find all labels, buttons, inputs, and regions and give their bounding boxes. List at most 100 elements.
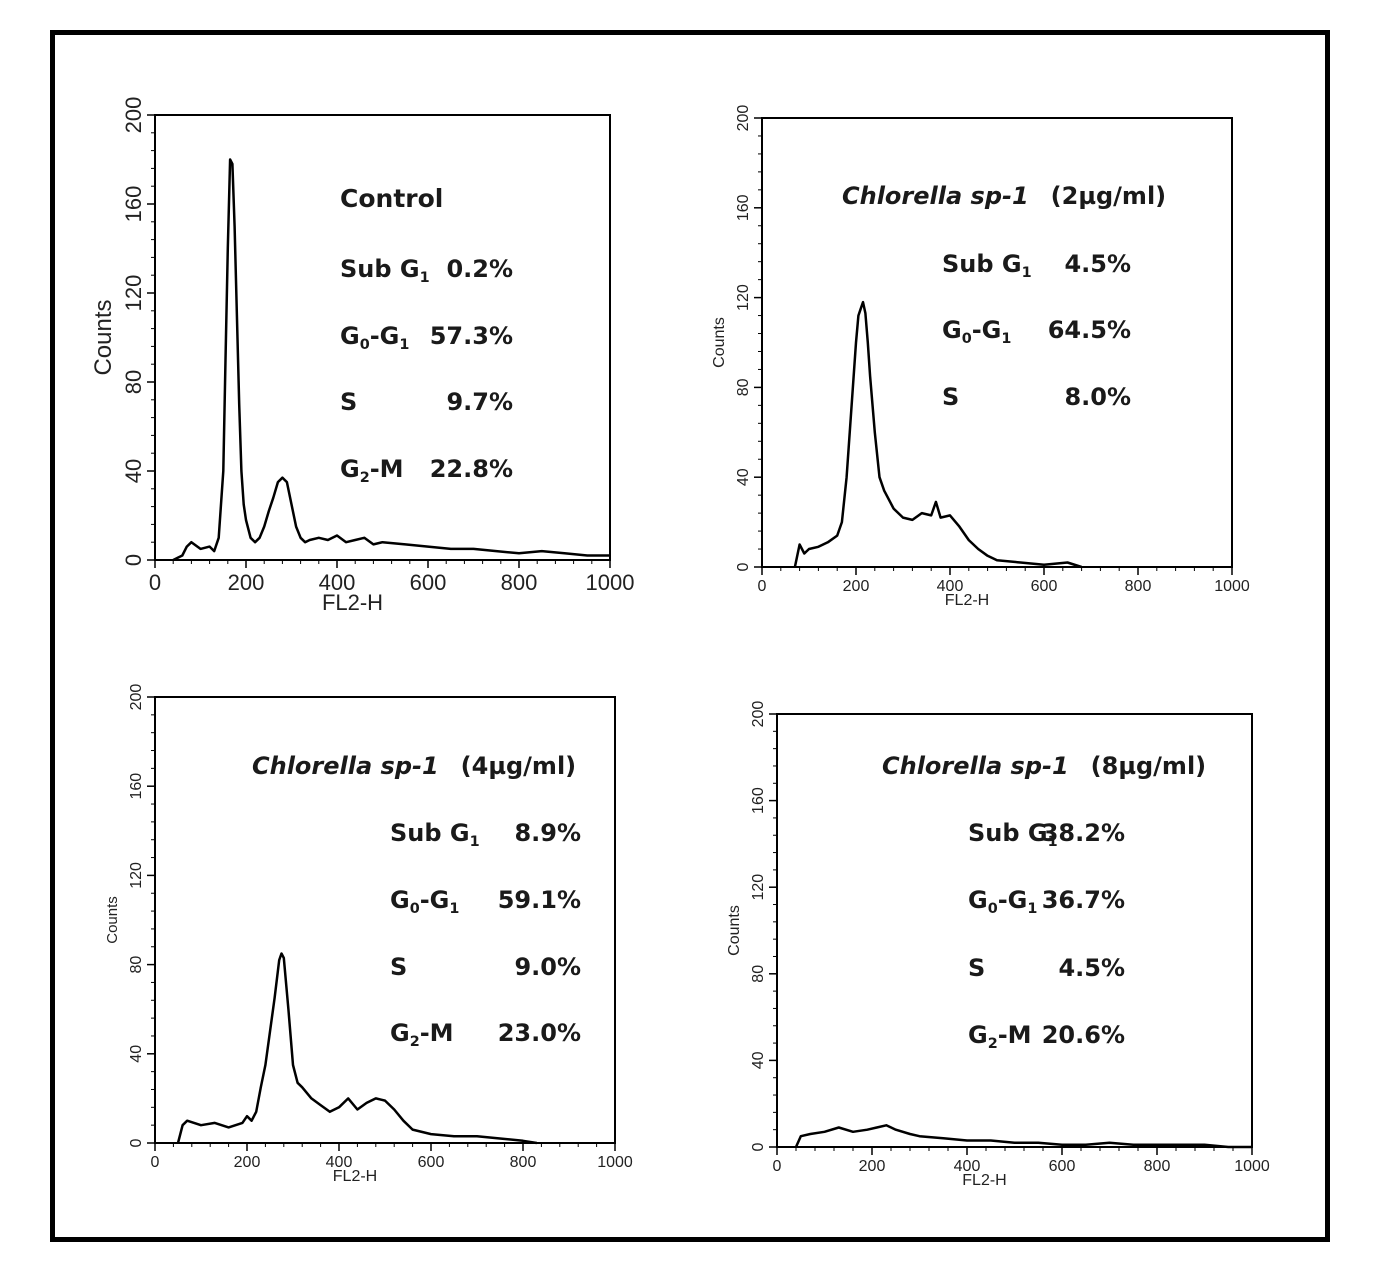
- y-tick-label: 120: [750, 874, 767, 901]
- panel-title-name: Chlorella sp-1: [882, 752, 1069, 780]
- y-axis-label: Counts: [90, 299, 117, 375]
- x-tick-label: 0: [758, 578, 767, 595]
- stat-label: G0-G1: [942, 316, 1011, 347]
- x-tick-label: 400: [954, 1158, 981, 1175]
- panel-title: Chlorella sp-1 (4µg/ml): [252, 752, 576, 780]
- stat-label: Sub G1: [390, 819, 480, 850]
- x-tick-label: 600: [418, 1154, 445, 1171]
- x-tick-label: 600: [410, 570, 447, 595]
- x-tick-label: 1000: [1234, 1158, 1270, 1175]
- x-tick-label: 200: [843, 578, 870, 595]
- stat-value: 57.3%: [430, 322, 513, 350]
- y-tick-label: 120: [735, 284, 752, 311]
- y-tick-label: 160: [735, 194, 752, 221]
- stat-label: S: [340, 388, 357, 416]
- panel-title-name: Chlorella sp-1: [252, 752, 439, 780]
- stat-label: G0-G1: [340, 322, 409, 353]
- x-axis-label: FL2-H: [945, 592, 989, 609]
- y-tick-label: 200: [121, 97, 146, 134]
- stat-label: Sub G1: [340, 255, 430, 286]
- stat-value: 0.2%: [446, 255, 513, 283]
- x-tick-label: 0: [149, 570, 161, 595]
- y-tick-label: 80: [121, 370, 146, 394]
- stat-label: G2-M: [968, 1021, 1032, 1052]
- histogram-panel-1: 0 200 400 600 800 1000 0 40 80 120 160 200 FL2-H Coun…: [90, 97, 634, 615]
- x-axis-label: FL2-H: [322, 590, 383, 615]
- y-tick-label: 0: [750, 1142, 767, 1151]
- plot-area-frame: [776, 713, 1253, 1148]
- x-tick-label: 400: [319, 570, 356, 595]
- histogram-trace: [793, 300, 1082, 569]
- y-tick-label: 120: [128, 862, 145, 889]
- histogram-trace: [794, 1124, 1252, 1149]
- x-tick-label: 400: [326, 1154, 353, 1171]
- plot-area-frame: [154, 696, 616, 1144]
- stat-value: 59.1%: [498, 886, 581, 914]
- stat-value: 36.7%: [1042, 886, 1125, 914]
- panel-title: Control: [340, 184, 443, 213]
- stat-value: 23.0%: [498, 1019, 581, 1047]
- y-tick-label: 200: [128, 684, 145, 711]
- y-tick-label: 200: [735, 105, 752, 132]
- plot-area-frame: [154, 114, 611, 561]
- stat-label: G2-M: [390, 1019, 454, 1050]
- stat-value: 64.5%: [1048, 316, 1131, 344]
- panel-title-dose: (8µg/ml): [1091, 752, 1206, 780]
- y-axis-label: Counts: [711, 317, 728, 368]
- panel-title-name: Chlorella sp-1: [842, 182, 1029, 210]
- stat-value: 4.5%: [1064, 250, 1131, 278]
- stat-value: 38.2%: [1042, 819, 1125, 847]
- stat-value: 9.7%: [446, 388, 513, 416]
- y-tick-label: 80: [750, 965, 767, 983]
- x-tick-label: 1000: [586, 570, 635, 595]
- panel-title-dose: (4µg/ml): [461, 752, 576, 780]
- x-tick-label: 800: [1125, 578, 1152, 595]
- stat-value: 20.6%: [1042, 1021, 1125, 1049]
- plot-area-frame: [761, 117, 1233, 568]
- x-tick-label: 200: [228, 570, 265, 595]
- panel-title-dose: (2µg/ml): [1051, 182, 1166, 210]
- histogram-trace: [176, 952, 537, 1145]
- y-tick-label: 160: [121, 186, 146, 223]
- panel-title-name: Control: [340, 184, 443, 213]
- x-tick-label: 1000: [597, 1154, 633, 1171]
- stat-label: Sub G1: [968, 819, 1058, 850]
- x-tick-label: 0: [773, 1158, 782, 1175]
- stat-value: 22.8%: [430, 455, 513, 483]
- histogram-trace: [172, 158, 610, 562]
- y-tick-label: 0: [128, 1138, 145, 1147]
- histogram-panel-3: 0 200 400 600 800 1000 0 40 80 120 160 200 FL2-H Coun…: [104, 684, 633, 1185]
- x-tick-label: 600: [1049, 1158, 1076, 1175]
- y-tick-label: 0: [735, 562, 752, 571]
- y-tick-label: 120: [121, 275, 146, 312]
- y-tick-label: 80: [128, 956, 145, 974]
- x-tick-label: 200: [234, 1154, 261, 1171]
- y-tick-label: 40: [121, 459, 146, 483]
- x-tick-label: 200: [859, 1158, 886, 1175]
- x-axis-label: FL2-H: [962, 1172, 1006, 1189]
- figure-frame: [50, 30, 1330, 1242]
- stat-label: Sub G1: [942, 250, 1032, 281]
- histogram-panel-2: 0 200 400 600 800 1000 0 40 80 120 160 200 FL2-H Coun…: [711, 105, 1250, 609]
- y-tick-label: 0: [121, 554, 146, 566]
- stat-value: 9.0%: [514, 953, 581, 981]
- panel-title: Chlorella sp-1 (8µg/ml): [882, 752, 1206, 780]
- stat-value: 8.0%: [1064, 383, 1131, 411]
- stat-value: 8.9%: [514, 819, 581, 847]
- y-tick-label: 160: [750, 787, 767, 814]
- stat-label: G2-M: [340, 455, 404, 486]
- x-tick-label: 0: [151, 1154, 160, 1171]
- histogram-panel-4: 0 200 400 600 800 1000 0 40 80 120 160 200 FL2-H Coun…: [726, 701, 1270, 1189]
- x-tick-label: 800: [1144, 1158, 1171, 1175]
- y-tick-label: 160: [128, 773, 145, 800]
- y-tick-label: 80: [735, 378, 752, 396]
- y-tick-label: 40: [128, 1045, 145, 1063]
- x-axis-label: FL2-H: [333, 1168, 377, 1185]
- stat-label: S: [968, 954, 985, 982]
- stat-label: S: [942, 383, 959, 411]
- x-tick-label: 800: [501, 570, 538, 595]
- stat-label: S: [390, 953, 407, 981]
- panel-title: Chlorella sp-1 (2µg/ml): [842, 182, 1166, 210]
- y-tick-label: 40: [750, 1051, 767, 1069]
